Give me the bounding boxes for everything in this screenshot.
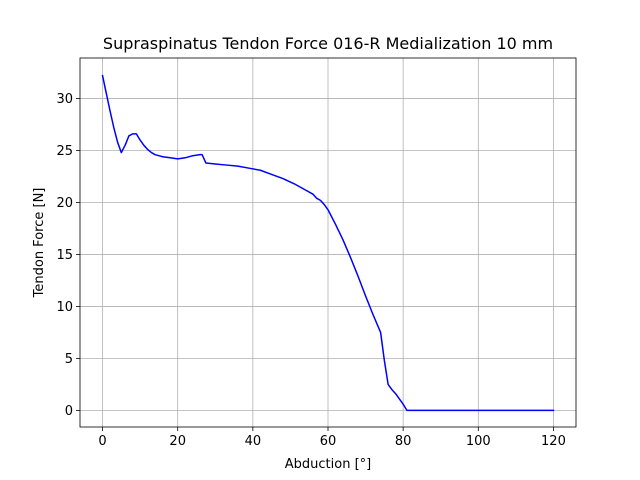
x-tick-label: 40 [245,434,262,449]
series-group [101,74,555,412]
chart-title: Supraspinatus Tendon Force 016-R Mediali… [103,34,553,53]
y-tick-label: 20 [56,196,73,211]
y-tick-label: 30 [56,92,73,107]
tendon-force-line [101,74,555,412]
x-axis-ticks: 0 20 40 60 80 100 120 [98,427,566,449]
x-tick-label: 120 [541,434,566,449]
y-axis-ticks: 0 5 10 15 20 25 30 [56,92,80,419]
y-tick-label: 0 [65,404,73,419]
x-tick-label: 60 [320,434,337,449]
y-tick-label: 25 [56,144,73,159]
grid-lines [80,58,576,427]
y-tick-label: 5 [65,352,73,367]
x-tick-label: 0 [98,434,106,449]
x-tick-label: 20 [169,434,186,449]
x-tick-label: 100 [466,434,491,449]
y-tick-label: 10 [56,300,73,315]
y-tick-label: 15 [56,248,73,263]
y-axis-label: Tendon Force [N] [32,188,47,299]
x-tick-label: 80 [395,434,412,449]
x-axis-label: Abduction [°] [285,457,371,472]
